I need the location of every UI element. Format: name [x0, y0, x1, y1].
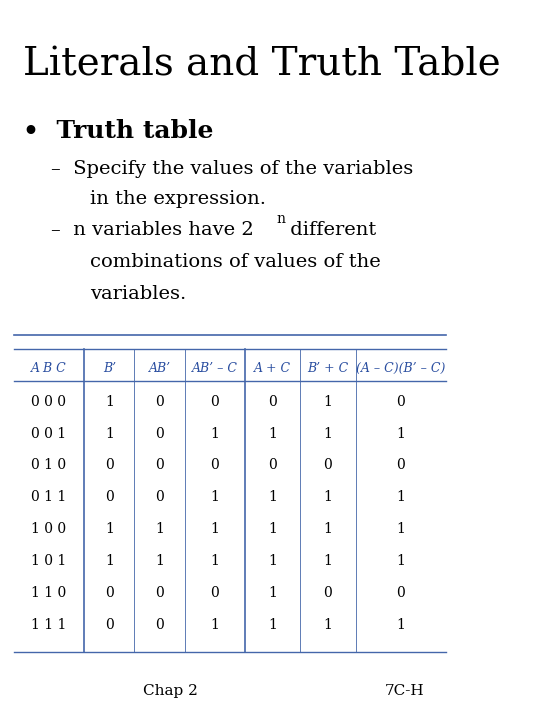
Text: 1: 1: [323, 522, 332, 536]
Text: variables.: variables.: [90, 285, 186, 303]
Text: 0: 0: [268, 459, 277, 472]
Text: different: different: [284, 221, 376, 239]
Text: B’ + C: B’ + C: [307, 361, 348, 375]
Text: 1: 1: [105, 554, 114, 568]
Text: 0 0 0: 0 0 0: [31, 395, 66, 409]
Text: 1: 1: [105, 395, 114, 409]
Text: 0: 0: [155, 490, 164, 504]
Text: 0: 0: [105, 618, 113, 631]
Text: 1: 1: [268, 618, 277, 631]
Text: 1: 1: [105, 426, 114, 441]
Text: 1: 1: [211, 618, 219, 631]
Text: 1: 1: [396, 490, 405, 504]
Text: 0: 0: [396, 459, 405, 472]
Text: 0: 0: [396, 395, 405, 409]
Text: 1: 1: [323, 618, 332, 631]
Text: 1: 1: [268, 490, 277, 504]
Text: 1: 1: [323, 395, 332, 409]
Text: Chap 2: Chap 2: [143, 685, 198, 698]
Text: 1: 1: [105, 522, 114, 536]
Text: 0: 0: [155, 426, 164, 441]
Text: 0 0 1: 0 0 1: [31, 426, 66, 441]
Text: n: n: [277, 212, 286, 225]
Text: 1 1 1: 1 1 1: [31, 618, 66, 631]
Text: 1: 1: [268, 426, 277, 441]
Text: 1 1 0: 1 1 0: [31, 585, 66, 600]
Text: 1: 1: [396, 426, 405, 441]
Text: combinations of values of the: combinations of values of the: [90, 253, 380, 271]
Text: 1: 1: [323, 490, 332, 504]
Text: 1: 1: [323, 554, 332, 568]
Text: 0: 0: [155, 585, 164, 600]
Text: 1: 1: [211, 522, 219, 536]
Text: 1: 1: [396, 618, 405, 631]
Text: 0: 0: [105, 490, 113, 504]
Text: 1: 1: [211, 490, 219, 504]
Text: 0: 0: [211, 459, 219, 472]
Text: 0 1 1: 0 1 1: [31, 490, 66, 504]
Text: A B C: A B C: [31, 361, 67, 375]
Text: •  Truth table: • Truth table: [23, 119, 213, 143]
Text: 1: 1: [396, 522, 405, 536]
Text: 1: 1: [268, 585, 277, 600]
Text: A + C: A + C: [254, 361, 291, 375]
Text: B’: B’: [103, 361, 116, 375]
Text: 0: 0: [268, 395, 277, 409]
Text: AB’ – C: AB’ – C: [192, 361, 238, 375]
Text: 1: 1: [155, 522, 164, 536]
Text: 0: 0: [211, 395, 219, 409]
Text: 0: 0: [155, 459, 164, 472]
Text: 0: 0: [155, 618, 164, 631]
Text: 0: 0: [211, 585, 219, 600]
Text: 7C-H: 7C-H: [385, 685, 424, 698]
Text: 0: 0: [155, 395, 164, 409]
Text: 1: 1: [396, 554, 405, 568]
Text: 0: 0: [396, 585, 405, 600]
Text: –  Specify the values of the variables: – Specify the values of the variables: [51, 160, 413, 178]
Text: 0: 0: [323, 459, 332, 472]
Text: –  n variables have 2: – n variables have 2: [51, 221, 253, 239]
Text: 0: 0: [105, 585, 113, 600]
Text: 1: 1: [155, 554, 164, 568]
Text: AB’: AB’: [148, 361, 171, 375]
Text: 1: 1: [211, 426, 219, 441]
Text: 1: 1: [268, 554, 277, 568]
Text: 1 0 1: 1 0 1: [31, 554, 66, 568]
Text: 0 1 0: 0 1 0: [31, 459, 66, 472]
Text: (A – C)(B’ – C): (A – C)(B’ – C): [356, 361, 446, 375]
Text: in the expression.: in the expression.: [90, 190, 266, 208]
Text: 0: 0: [323, 585, 332, 600]
Text: 1: 1: [268, 522, 277, 536]
Text: 1: 1: [211, 554, 219, 568]
Text: 1: 1: [323, 426, 332, 441]
Text: Literals and Truth Table: Literals and Truth Table: [23, 47, 501, 84]
Text: 1 0 0: 1 0 0: [31, 522, 66, 536]
Text: 0: 0: [105, 459, 113, 472]
